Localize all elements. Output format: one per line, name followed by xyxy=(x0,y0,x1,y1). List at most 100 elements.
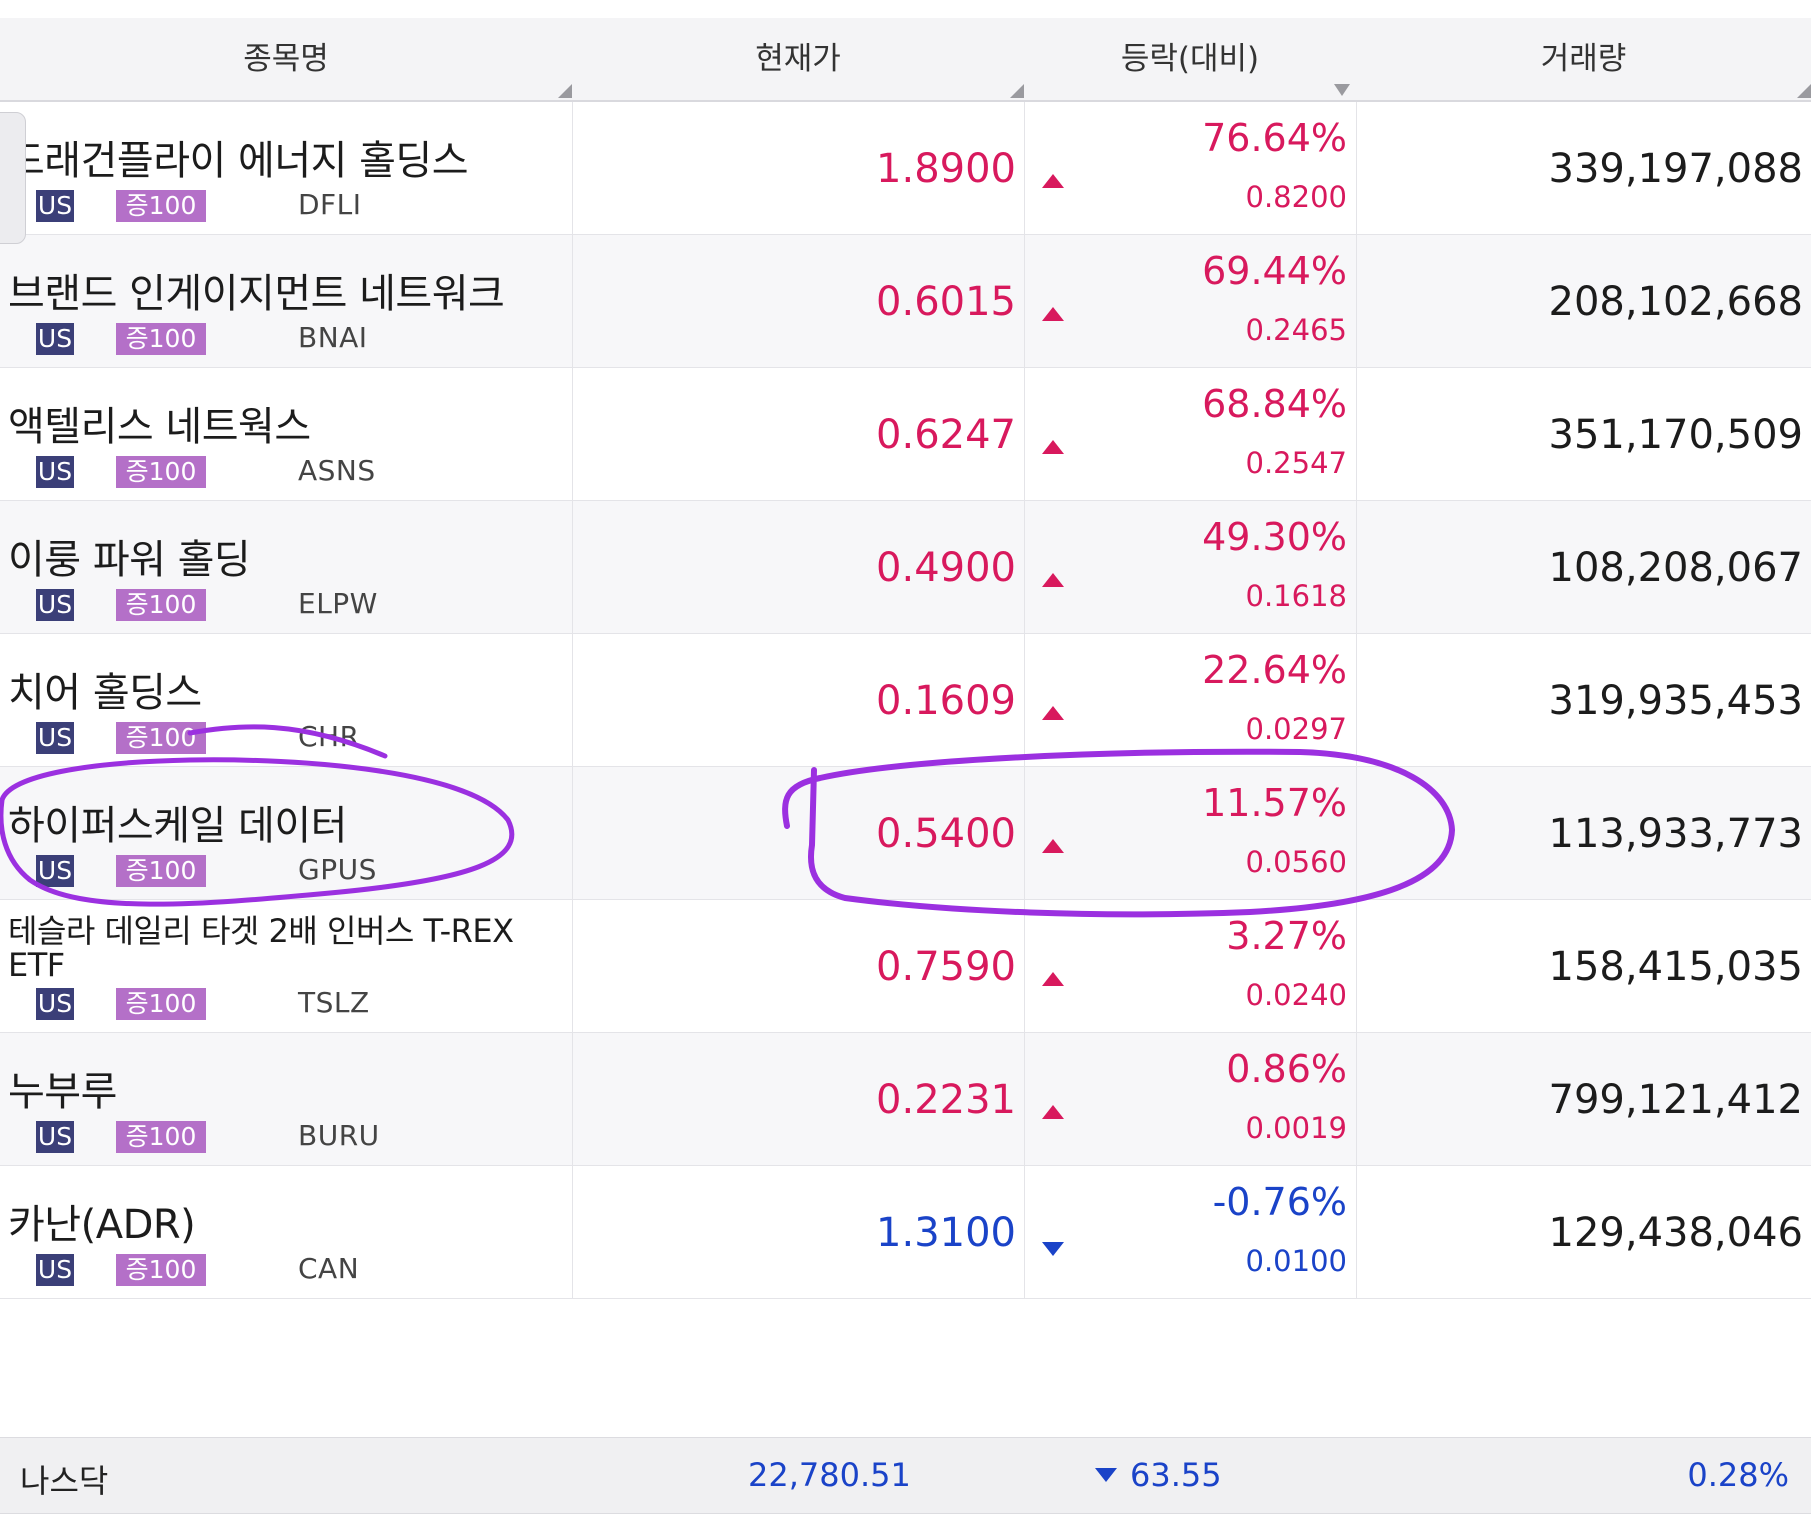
column-divider xyxy=(1356,1033,1357,1166)
up-triangle-icon xyxy=(1042,307,1064,321)
column-divider xyxy=(572,634,573,767)
stock-ticker: ELPW xyxy=(298,587,378,620)
change-rate: 3.27% xyxy=(1226,914,1347,958)
up-triangle-icon xyxy=(1042,440,1064,454)
trade-volume: 351,170,509 xyxy=(1548,412,1803,458)
stock-row[interactable]: 액텔리스 네트웍스 US 증100 ASNS 0.6247 68.84% 0.2547 351… xyxy=(0,368,1811,501)
sort-corner-icon xyxy=(1797,84,1811,98)
column-divider xyxy=(572,767,573,900)
stock-name: 테슬라 데일리 타겟 2배 인버스 T-REX ETF xyxy=(8,912,514,984)
stock-row[interactable]: 치어 홀딩스 US 증100 CHR 0.1609 22.64% 0.0297 319,935… xyxy=(0,634,1811,767)
market-badge: US xyxy=(36,589,74,621)
trade-volume: 319,935,453 xyxy=(1548,678,1803,724)
column-divider xyxy=(572,235,573,368)
stock-row[interactable]: 테슬라 데일리 타겟 2배 인버스 T-REX ETF US 증100 TSLZ 0.7… xyxy=(0,900,1811,1033)
change-amount: 0.0019 xyxy=(1245,1111,1347,1145)
column-header-price[interactable]: 현재가 xyxy=(572,18,1024,100)
column-divider xyxy=(1024,900,1025,1033)
trade-volume: 158,415,035 xyxy=(1548,944,1803,990)
sort-corner-icon xyxy=(1010,84,1024,98)
column-divider xyxy=(1024,501,1025,634)
current-price: 1.8900 xyxy=(876,146,1016,192)
change-rate: 76.64% xyxy=(1202,116,1347,160)
up-triangle-icon xyxy=(1042,573,1064,587)
change-amount: 0.0560 xyxy=(1245,845,1347,879)
change-rate: 68.84% xyxy=(1202,382,1347,426)
stock-row[interactable]: 드래건플라이 에너지 홀딩스 US 증100 DFLI 1.8900 76.64% 0.82… xyxy=(0,102,1811,235)
current-price: 1.3100 xyxy=(876,1210,1016,1256)
column-divider xyxy=(572,102,573,235)
stock-ticker: CHR xyxy=(298,720,360,753)
change-rate: 0.86% xyxy=(1226,1047,1347,1091)
index-value: 22,780.51 xyxy=(748,1456,911,1494)
current-price: 0.2231 xyxy=(876,1077,1016,1123)
stock-ticker: CAN xyxy=(298,1252,360,1285)
up-triangle-icon xyxy=(1042,972,1064,986)
change-rate: 22.64% xyxy=(1202,648,1347,692)
down-triangle-icon xyxy=(1095,1468,1117,1482)
market-badge: US xyxy=(36,456,74,488)
column-divider xyxy=(572,900,573,1033)
up-triangle-icon xyxy=(1042,174,1064,188)
stock-name: 카난(ADR) xyxy=(8,1202,196,1248)
side-scroll-handle[interactable] xyxy=(0,112,26,244)
up-triangle-icon xyxy=(1042,1105,1064,1119)
margin-badge: 증100 xyxy=(116,323,206,355)
down-triangle-icon xyxy=(1042,1242,1064,1256)
column-divider xyxy=(572,501,573,634)
margin-badge: 증100 xyxy=(116,190,206,222)
market-badge: US xyxy=(36,190,74,222)
index-ticker-bar[interactable]: 나스닥 22,780.51 63.55 0.28% xyxy=(0,1437,1811,1514)
change-amount: 0.8200 xyxy=(1245,180,1347,214)
change-amount: 0.2547 xyxy=(1245,446,1347,480)
column-divider xyxy=(1356,102,1357,235)
stock-row[interactable]: 카난(ADR) US 증100 CAN 1.3100 -0.76% 0.0100 129,43… xyxy=(0,1166,1811,1299)
margin-badge: 증100 xyxy=(116,456,206,488)
stock-ticker: BURU xyxy=(298,1119,380,1152)
stock-ticker: TSLZ xyxy=(298,986,370,1019)
column-header-price-label: 현재가 xyxy=(755,41,841,77)
stock-ticker: ASNS xyxy=(298,454,376,487)
market-badge: US xyxy=(36,855,74,887)
change-rate: 49.30% xyxy=(1202,515,1347,559)
column-divider xyxy=(572,1166,573,1299)
index-change: 63.55 xyxy=(1130,1456,1222,1494)
change-amount: 0.0100 xyxy=(1245,1244,1347,1278)
current-price: 0.6247 xyxy=(876,412,1016,458)
market-badge: US xyxy=(36,323,74,355)
current-price: 0.4900 xyxy=(876,545,1016,591)
stock-row[interactable]: 브랜드 인게이지먼트 네트워크 US 증100 BNAI 0.6015 69.44% 0.2… xyxy=(0,235,1811,368)
column-divider xyxy=(1356,900,1357,1033)
trade-volume: 339,197,088 xyxy=(1548,146,1803,192)
stock-row[interactable]: 누부루 US 증100 BURU 0.2231 0.86% 0.0019 799,121,41… xyxy=(0,1033,1811,1166)
up-triangle-icon xyxy=(1042,839,1064,853)
index-rate: 0.28% xyxy=(1687,1456,1789,1494)
column-divider xyxy=(1024,1033,1025,1166)
current-price: 0.6015 xyxy=(876,279,1016,325)
market-badge: US xyxy=(36,988,74,1020)
stock-row[interactable]: 하이퍼스케일 데이터 US 증100 GPUS 0.5400 11.57% 0.0560 11… xyxy=(0,767,1811,900)
trade-volume: 799,121,412 xyxy=(1548,1077,1803,1123)
column-header-name-label: 종목명 xyxy=(243,41,329,77)
column-header-volume-label: 거래량 xyxy=(1540,41,1627,77)
column-divider xyxy=(1024,368,1025,501)
up-triangle-icon xyxy=(1042,706,1064,720)
column-header-name[interactable]: 종목명 xyxy=(0,18,572,100)
change-amount: 0.1618 xyxy=(1245,579,1347,613)
change-amount: 0.0240 xyxy=(1245,978,1347,1012)
trade-volume: 208,102,668 xyxy=(1548,279,1803,325)
stock-ticker: GPUS xyxy=(298,853,377,886)
column-divider xyxy=(1356,235,1357,368)
column-divider xyxy=(572,368,573,501)
trade-volume: 113,933,773 xyxy=(1548,811,1803,857)
margin-badge: 증100 xyxy=(116,988,206,1020)
column-divider xyxy=(1356,1166,1357,1299)
trade-volume: 129,438,046 xyxy=(1548,1210,1803,1256)
index-name: 나스닥 xyxy=(20,1462,109,1500)
stock-row[interactable]: 이룽 파워 홀딩 US 증100 ELPW 0.4900 49.30% 0.1618 108,… xyxy=(0,501,1811,634)
column-divider xyxy=(1024,102,1025,235)
column-header-change[interactable]: 등락(대비) xyxy=(1024,18,1356,100)
current-price: 0.5400 xyxy=(876,811,1016,857)
column-header-volume[interactable]: 거래량 xyxy=(1356,18,1811,100)
stock-ticker: BNAI xyxy=(298,321,368,354)
